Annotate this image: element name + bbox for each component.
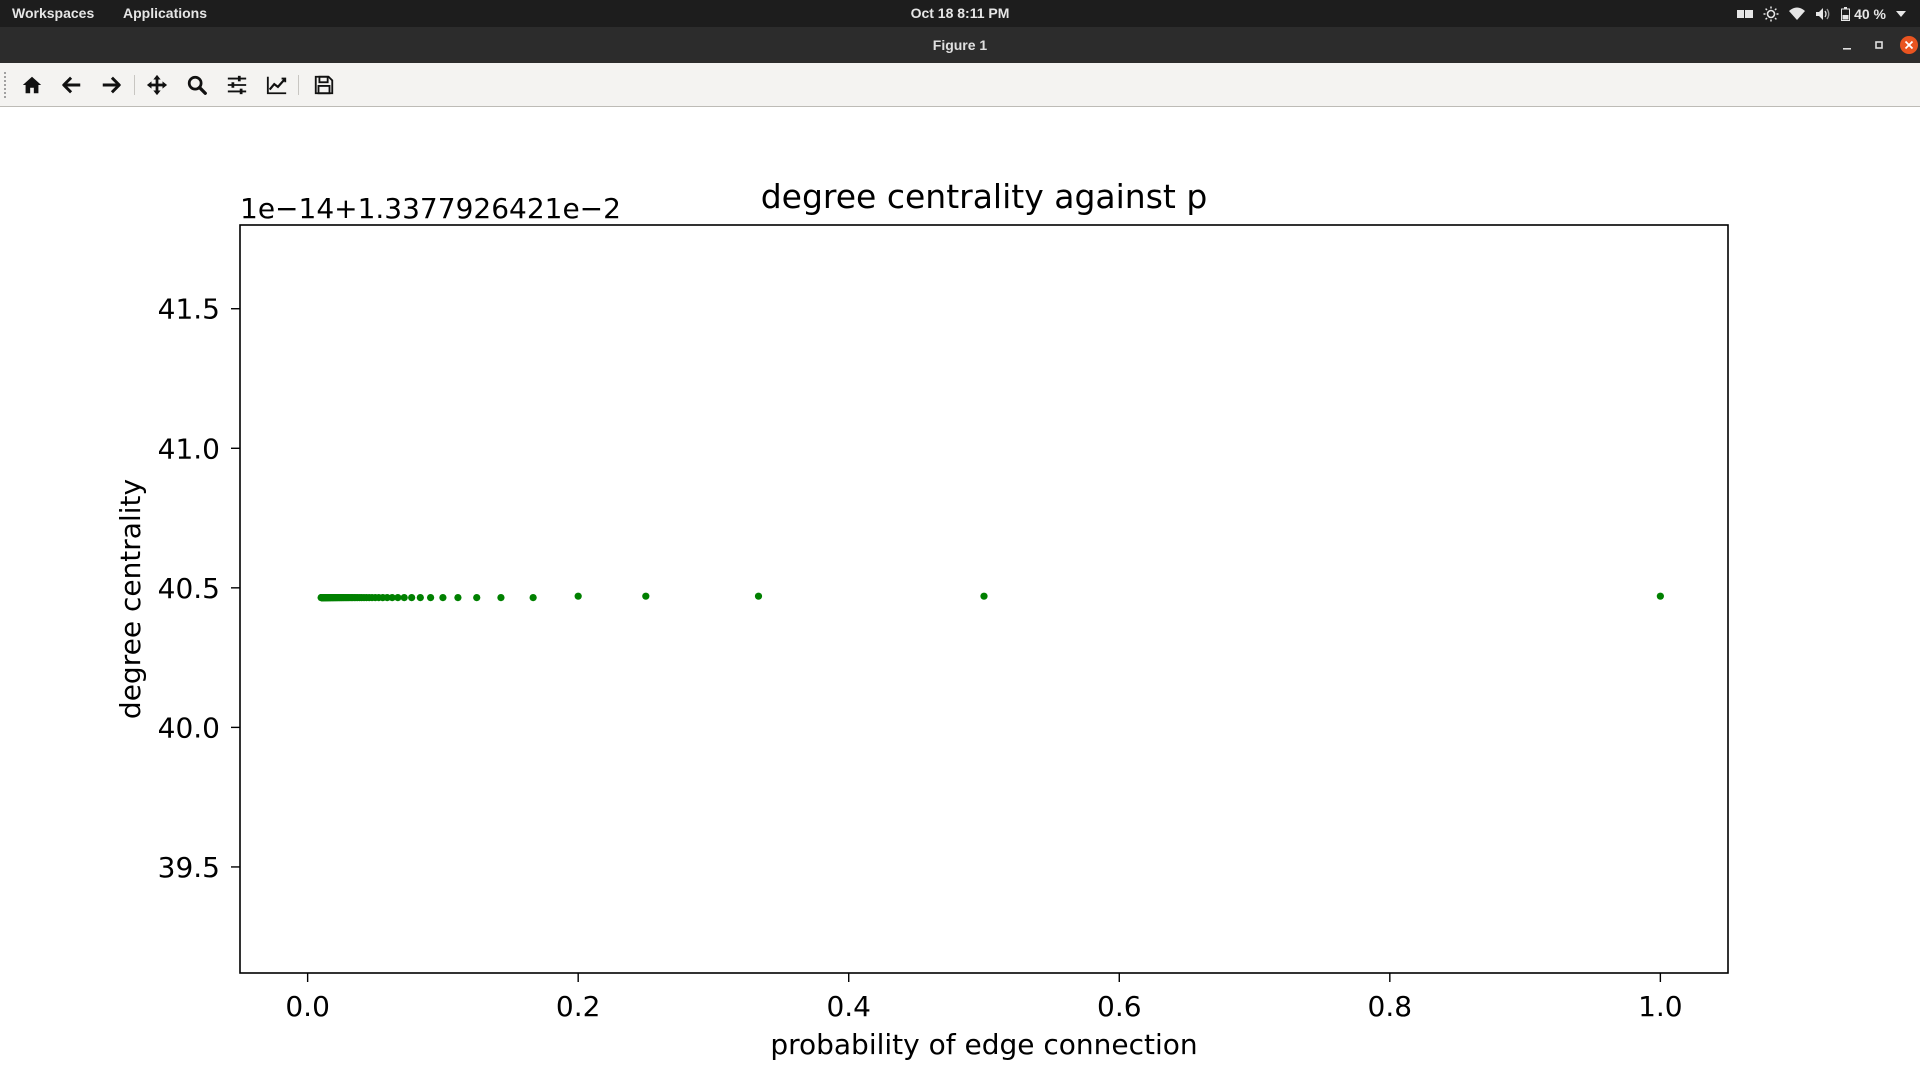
clock[interactable]: Oct 18 8:11 PM — [910, 5, 1010, 21]
y-tick-label: 41.0 — [158, 432, 220, 465]
save-icon[interactable] — [309, 71, 339, 99]
x-tick-label: 0.8 — [1368, 990, 1413, 1023]
x-tick-label: 0.6 — [1097, 990, 1142, 1023]
scatter-plot[interactable]: 0.0 0.2 0.4 0.6 0.8 1.0 39.540.040.541.041.5 … — [0, 107, 1920, 1080]
scatter-point — [497, 594, 505, 602]
x-tick-label: 0.4 — [826, 990, 871, 1023]
scatter-point — [394, 594, 402, 602]
y-tick-label: 41.5 — [158, 293, 220, 326]
battery-icon — [1841, 6, 1851, 21]
wifi-icon — [1789, 7, 1806, 21]
scatter-point — [408, 594, 416, 602]
keyboard-layout-icon[interactable] — [1737, 9, 1754, 19]
offset-text: 1e−14+1.3377926421e−2 — [240, 192, 621, 225]
scatter-point — [754, 592, 763, 600]
window-title: Figure 1 — [932, 37, 988, 53]
workspaces-menu[interactable]: Workspaces — [12, 5, 95, 21]
window-title-bar[interactable]: Figure 1 — [0, 27, 1920, 63]
edit-axes-icon[interactable] — [262, 71, 292, 99]
scatter-point — [416, 594, 424, 602]
scatter-point — [980, 592, 988, 600]
scatter-point — [400, 594, 408, 602]
scatter-point — [642, 592, 650, 600]
maximize-button[interactable] — [1870, 36, 1888, 54]
scatter-point — [454, 594, 462, 602]
scatter-point — [574, 592, 582, 600]
y-axis-ticks: 39.5 40.0 40.5 41.0 41.5 — [158, 293, 240, 884]
y-tick-label: 40.0 — [158, 711, 220, 744]
scatter-point — [473, 594, 481, 602]
battery-percentage: 40 % — [1854, 5, 1886, 22]
scatter-point — [439, 594, 447, 602]
x-tick-label: 0.0 — [285, 990, 330, 1023]
close-button[interactable] — [1900, 36, 1918, 54]
chart-title: degree centrality against p — [761, 177, 1208, 216]
pan-icon[interactable] — [142, 71, 172, 99]
scatter-point — [317, 594, 325, 602]
toolbar-separator — [134, 75, 135, 95]
scatter-point — [529, 594, 537, 602]
system-tray[interactable]: 40 % — [1737, 3, 1906, 24]
toolbar-separator — [298, 75, 299, 95]
x-tick-label: 1.0 — [1638, 990, 1683, 1023]
axes-frame — [239, 224, 1729, 974]
home-icon[interactable] — [17, 71, 47, 99]
brightness-icon — [1763, 6, 1779, 22]
scatter-point — [426, 594, 435, 602]
x-axis-label: probability of edge connection — [770, 1028, 1197, 1061]
forward-arrow-icon[interactable] — [96, 71, 126, 99]
subplots-icon[interactable] — [222, 71, 252, 99]
chevron-down-icon[interactable] — [1896, 10, 1906, 17]
minimize-button[interactable] — [1838, 36, 1856, 54]
y-axis-label: degree centrality — [114, 479, 147, 719]
matplotlib-toolbar — [0, 63, 1920, 107]
data-points — [317, 592, 1664, 602]
scatter-point — [1656, 592, 1664, 600]
y-tick-label: 39.5 — [158, 851, 220, 884]
x-tick-label: 0.2 — [556, 990, 601, 1023]
y-tick-label: 40.5 — [158, 572, 220, 605]
volume-icon — [1815, 7, 1831, 21]
applications-menu[interactable]: Applications — [123, 5, 208, 21]
figure-canvas[interactable]: 0.0 0.2 0.4 0.6 0.8 1.0 39.5 40.0 40.5 41.0 41.5 … — [0, 107, 1920, 1080]
zoom-icon[interactable] — [182, 71, 212, 99]
back-arrow-icon[interactable] — [57, 71, 87, 99]
toolbar-grip-handle[interactable] — [3, 71, 7, 99]
system-top-bar: Workspaces Applications Oct 18 8:11 PM 4… — [0, 0, 1920, 27]
scatter-point — [388, 594, 396, 602]
x-axis-ticks: 0.0 0.2 0.4 0.6 0.8 1.0 — [285, 973, 1683, 1023]
